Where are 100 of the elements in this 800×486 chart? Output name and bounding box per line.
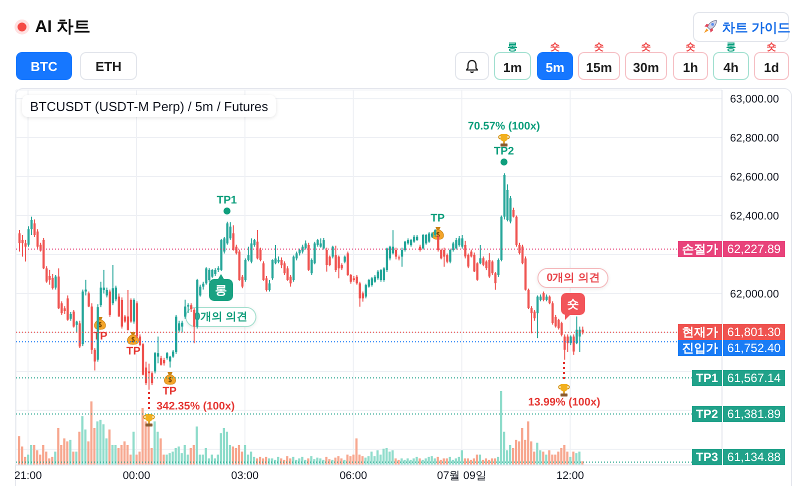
- bar: [280, 458, 282, 465]
- x-tick-label: 07월 09일: [437, 470, 487, 482]
- bar: [439, 460, 442, 465]
- bar: [165, 454, 168, 465]
- ref-line-label: TP1: [692, 370, 722, 386]
- y-tick-label: 62,000.00: [730, 288, 779, 300]
- bar: [560, 448, 562, 465]
- candlestick: [455, 237, 458, 250]
- bar: [276, 456, 279, 465]
- candlestick: [66, 294, 69, 322]
- candlestick: [479, 244, 482, 265]
- candlestick: [488, 252, 490, 278]
- candlestick: [566, 334, 569, 352]
- candlestick: [364, 283, 367, 299]
- bar: [310, 456, 312, 465]
- candlestick: [394, 247, 398, 260]
- y-tick-label: 62,800.00: [730, 132, 779, 144]
- bar: [572, 452, 574, 465]
- bar: [536, 442, 538, 465]
- text: 숏: [594, 42, 604, 53]
- bar: [288, 458, 291, 465]
- annotation: 숏: [561, 293, 586, 315]
- candlestick: [160, 355, 162, 366]
- ref-line-label: TP2: [692, 406, 722, 422]
- bar: [445, 458, 448, 465]
- bar: [436, 456, 438, 465]
- bar: [56, 428, 59, 465]
- bar: [174, 448, 176, 465]
- candlestick: [268, 280, 271, 292]
- candlestick: [208, 268, 210, 282]
- candlestick: [482, 256, 484, 267]
- text: 61,801.30: [723, 324, 785, 340]
- candlestick: [132, 298, 136, 324]
- annotation: TP1: [216, 194, 237, 208]
- text: AI 차트: [35, 16, 91, 38]
- candlestick: [425, 234, 428, 246]
- x-tick-label: 00:00: [122, 470, 150, 482]
- text: 61,134.88: [723, 449, 785, 465]
- ref-line-label: 진입가: [678, 340, 722, 356]
- bar: [418, 458, 420, 465]
- candlestick: [320, 238, 322, 248]
- bar: [409, 460, 412, 465]
- x-tick-label: 06:00: [340, 470, 368, 482]
- candlestick: [322, 237, 325, 250]
- bar: [412, 458, 414, 465]
- bar: [544, 454, 547, 465]
- candlestick: [48, 269, 51, 286]
- bar: [300, 456, 303, 465]
- bar: [548, 450, 550, 465]
- y-tick-label: 62,400.00: [730, 210, 779, 222]
- bar: [292, 456, 294, 465]
- bar: [421, 460, 424, 465]
- candlestick: [108, 289, 111, 318]
- annotation: 342.35% (100x): [156, 400, 235, 412]
- bar: [286, 456, 288, 465]
- x-tick-label: 12:00: [556, 470, 584, 482]
- candlestick: [380, 268, 382, 282]
- x-tick-label: 03:00: [231, 470, 259, 482]
- text: 롱: [726, 42, 736, 53]
- candlestick: [332, 245, 334, 259]
- candlestick: [24, 239, 27, 262]
- candlestick: [443, 247, 446, 268]
- bar: [526, 421, 529, 465]
- timeframe-button: 1d: [754, 52, 789, 80]
- timeframe-button: 30m: [625, 52, 667, 80]
- bar: [183, 445, 186, 465]
- bar: [499, 391, 502, 465]
- candlestick: [112, 264, 114, 306]
- bar: [74, 452, 77, 465]
- bar: [171, 452, 174, 465]
- candlestick: [326, 247, 328, 272]
- text: 61,381.89: [723, 406, 785, 422]
- text: 숏: [766, 42, 776, 53]
- coin-button: ETH: [80, 52, 137, 80]
- text: 롱: [508, 42, 518, 53]
- x-tick-label: 21:00: [14, 470, 42, 482]
- bar: [62, 438, 65, 465]
- y-tick-label: 63,000.00: [730, 93, 779, 106]
- candlestick: [54, 274, 57, 290]
- candlestick: [376, 270, 380, 280]
- ref-line-label: 현재가: [678, 324, 722, 340]
- candlestick: [184, 299, 186, 320]
- bar: [316, 458, 318, 465]
- bar: [448, 456, 450, 465]
- candlestick: [392, 230, 394, 255]
- candlestick: [205, 266, 208, 286]
- guide-button: 차트 가이드: [693, 12, 789, 42]
- bar: [177, 446, 180, 465]
- candlestick: [181, 320, 184, 333]
- annotation: TP: [126, 346, 140, 359]
- bar: [78, 432, 80, 465]
- bar: [54, 452, 56, 465]
- ref-line-label: 손절가: [678, 241, 722, 258]
- candlestick: [256, 229, 259, 260]
- text: 61,567.14: [723, 370, 785, 386]
- bar: [306, 458, 309, 465]
- bar: [72, 452, 74, 465]
- bar: [66, 441, 68, 465]
- bar: [68, 440, 71, 465]
- bar: [403, 460, 406, 465]
